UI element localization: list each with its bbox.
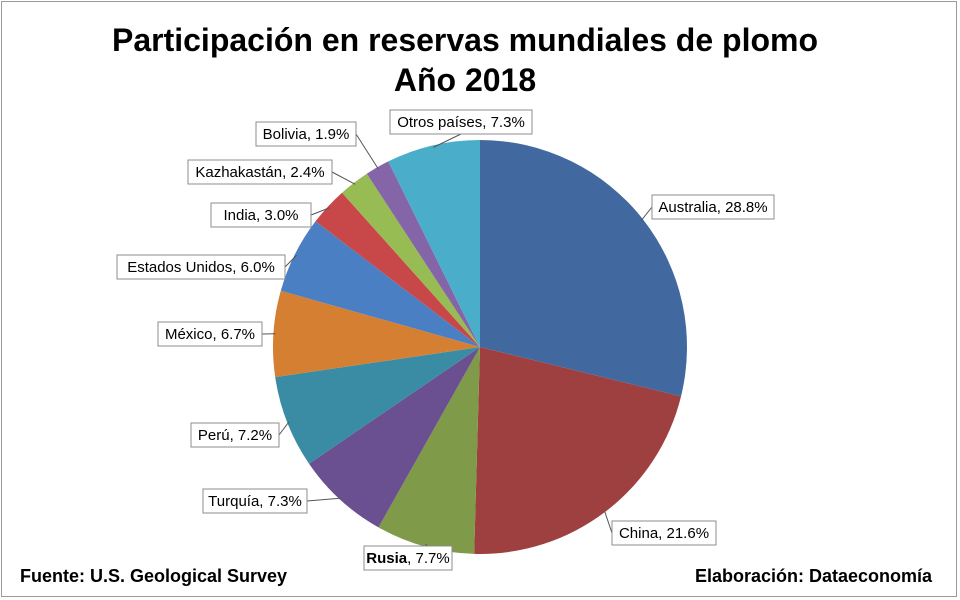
slice-label-text: Bolivia, 1.9%: [263, 126, 350, 143]
leader-line: [433, 133, 462, 148]
label-box: [389, 109, 533, 135]
slice-label: China, 21.6%: [611, 520, 717, 546]
leader-line: [310, 207, 330, 216]
label-box: [651, 194, 775, 220]
credit-note: Elaboración: Dataeconomía: [694, 566, 932, 586]
slice-labels: Australia, 28.8% China, 21.6% Rusia, 7.7% T…: [116, 109, 775, 571]
label-box: [363, 545, 453, 571]
pie-slices: [273, 140, 687, 554]
leader-line: [331, 171, 356, 185]
slice-label-text: India, 3.0%: [223, 207, 298, 224]
pie-slice-méxico: [273, 290, 480, 378]
leader-line: [278, 421, 290, 436]
slice-label-text: Australia, 28.8%: [658, 199, 767, 216]
pie-slice-bolivia: [366, 161, 480, 347]
slice-label: Rusia, 7.7%: [363, 545, 453, 571]
chart-title: Participación en reservas mundiales de p…: [111, 22, 819, 58]
leader-line: [306, 497, 342, 502]
slice-label: India, 3.0%: [210, 202, 312, 228]
label-box: [255, 121, 357, 147]
pie-slice-otros-países: [388, 140, 480, 347]
chart-subtitle: Año 2018: [393, 62, 537, 98]
label-box: [611, 520, 717, 546]
source-note: Fuente: U.S. Geological Survey: [20, 566, 288, 586]
pie-slice-australia: [480, 140, 687, 397]
pie-slice-china: [474, 347, 682, 554]
slice-label-text: Kazhakastán, 2.4%: [195, 164, 324, 181]
pie-slice-turquía: [309, 347, 480, 528]
label-box: [157, 321, 263, 347]
chart-title-block: Participación en reservas mundiales de p…: [0, 20, 930, 100]
slice-label: Otros países, 7.3%: [389, 109, 533, 135]
pie-slice-rusia: [378, 347, 480, 554]
slice-label-text: China, 21.6%: [619, 525, 709, 542]
slice-label: Estados Unidos, 6.0%: [116, 254, 286, 280]
leader-line: [355, 133, 379, 170]
leader-line: [284, 254, 298, 268]
slice-label: México, 6.7%: [157, 321, 263, 347]
slice-label: Kazhakastán, 2.4%: [187, 159, 333, 185]
pie-slice-kazhakastán: [342, 173, 480, 347]
label-box: [202, 488, 308, 514]
slice-label: Bolivia, 1.9%: [255, 121, 357, 147]
label-box: [187, 159, 333, 185]
slice-label-text: Turquía, 7.3%: [208, 493, 302, 510]
label-box: [190, 422, 280, 448]
slice-label-text: Perú, 7.2%: [198, 427, 272, 444]
slice-label: Perú, 7.2%: [190, 422, 280, 448]
leader-line: [640, 206, 653, 221]
slice-label: Australia, 28.8%: [651, 194, 775, 220]
slice-label-text: Rusia, 7.7%: [366, 550, 449, 567]
label-box: [116, 254, 286, 280]
pie-slice-perú: [275, 347, 480, 464]
slice-label-text: Otros países, 7.3%: [397, 114, 525, 131]
slice-label-text: México, 6.7%: [165, 326, 255, 343]
pie-slice-estados-unidos: [280, 221, 480, 347]
leader-line: [603, 509, 613, 534]
label-box: [210, 202, 312, 228]
slice-label-text: Estados Unidos, 6.0%: [127, 259, 275, 276]
pie-slice-india: [315, 192, 480, 347]
slice-label: Turquía, 7.3%: [202, 488, 308, 514]
